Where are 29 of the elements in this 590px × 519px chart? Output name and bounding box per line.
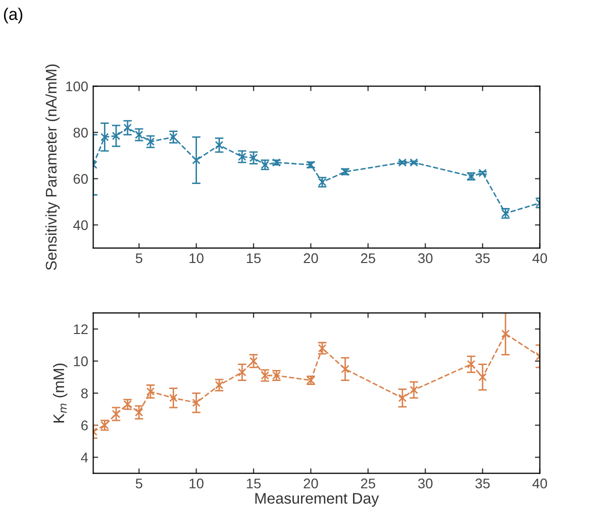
x-tick-label: 35: [475, 253, 490, 264]
y-axis-title: K$_{m}$ (mM): [52, 364, 68, 422]
y-axis-title: Sensitivity Parameter (nA/mM): [45, 64, 60, 270]
x-tick-label: 10: [190, 253, 204, 264]
x-tick-label: 20: [304, 253, 318, 264]
x-axis-title: Measurement Day: [255, 493, 379, 507]
x-tick-label: 30: [418, 253, 433, 264]
x-tick-label: 25: [361, 478, 376, 488]
x-tick-label: 40: [532, 253, 548, 264]
y-tick-label: 100: [66, 81, 88, 92]
x-tick-label: 10: [190, 478, 204, 488]
x-tick-label: 5: [136, 478, 142, 488]
x-tick-label: 15: [246, 478, 261, 488]
y-tick-label: 6: [81, 420, 88, 430]
y-tick-label: 8: [81, 388, 88, 398]
x-tick-label: 20: [304, 478, 318, 488]
x-tick-label: 15: [246, 253, 261, 264]
y-tick-label: 60: [74, 174, 88, 184]
y-tick-label: 4: [80, 452, 88, 462]
x-tick-label: 35: [475, 478, 490, 488]
x-tick-label: 25: [361, 253, 376, 264]
text: (a): [4, 8, 22, 24]
x-tick-label: 40: [532, 478, 548, 488]
y-tick-label: 80: [74, 128, 88, 138]
x-tick-label: 30: [418, 478, 433, 488]
y-tick-label: 12: [74, 324, 88, 334]
y-tick-label: 40: [73, 220, 88, 230]
y-tick-label: 10: [74, 356, 88, 366]
x-tick-label: 5: [136, 253, 142, 264]
